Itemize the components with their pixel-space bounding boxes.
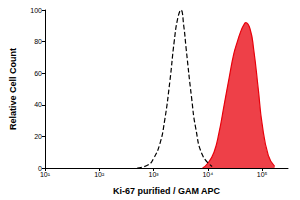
svg-text:10¹: 10¹ [40,171,51,178]
svg-text:10⁵: 10⁵ [257,171,268,178]
svg-text:Ki-67 purified / GAM APC: Ki-67 purified / GAM APC [113,186,221,196]
svg-text:10⁴: 10⁴ [202,171,213,178]
svg-text:10³: 10³ [148,171,159,178]
svg-text:Relative Cell Count: Relative Cell Count [8,48,18,130]
svg-text:60: 60 [34,70,42,77]
svg-text:0: 0 [38,164,42,172]
svg-text:20: 20 [34,133,42,140]
svg-text:100: 100 [30,7,42,14]
svg-text:10²: 10² [94,171,105,178]
svg-text:40: 40 [34,101,42,108]
svg-text:80: 80 [34,38,42,45]
